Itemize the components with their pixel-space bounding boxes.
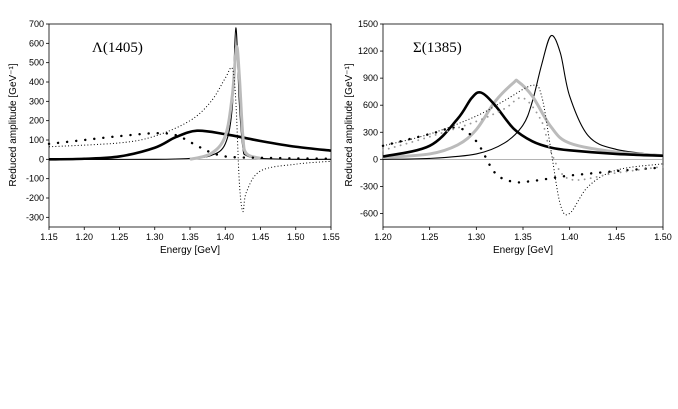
series-thin-solid (382, 34, 664, 160)
y-tick-label: 500 (29, 58, 44, 68)
y-ticks: 1500 1200 900 600 300 0 -300 -600 (358, 19, 383, 218)
series-grey-dots (382, 96, 664, 181)
y-tick-label: 1200 (358, 46, 378, 56)
sigma-1385-panel: Σ(1385) Energy [GeV] Reduced amplitude [… (344, 19, 672, 256)
y-tick-label: 700 (29, 19, 44, 29)
series-coarse-dots (47, 131, 333, 160)
panel-title: Λ(1405) (92, 40, 143, 56)
y-tick-label: 300 (29, 96, 44, 106)
y-tick-label: 900 (363, 73, 378, 83)
x-tick-label: 1.40 (561, 232, 579, 242)
x-tick-label: 1.35 (514, 232, 532, 242)
y-tick-label: 200 (29, 116, 44, 126)
series-coarse-dots (381, 126, 665, 184)
x-tick-label: 1.50 (654, 232, 672, 242)
x-tick-label: 1.20 (75, 232, 93, 242)
y-tick-label: -100 (26, 174, 44, 184)
series-fine-dots (48, 67, 332, 213)
series-thick-solid (48, 129, 332, 161)
series-grey-solid (382, 78, 664, 160)
x-tick-label: 1.25 (111, 232, 129, 242)
y-tick-label: 0 (39, 154, 44, 164)
x-tick-label: 1.35 (181, 232, 199, 242)
x-ticks: 1.15 1.20 1.25 1.30 1.35 1.40 1.45 1.50 1.55 (40, 227, 340, 242)
y-tick-label: 400 (29, 77, 44, 87)
y-tick-label: 600 (29, 38, 44, 48)
x-tick-label: 1.30 (468, 232, 486, 242)
y-tick-label: 0 (373, 154, 378, 164)
y-tick-label: -200 (26, 193, 44, 203)
y-axis-label: Reduced amplitude [GeV⁻¹] (8, 63, 19, 186)
y-tick-label: -300 (26, 212, 44, 222)
x-tick-label: 1.25 (421, 232, 439, 242)
y-tick-label: -600 (360, 208, 378, 218)
x-tick-label: 1.45 (252, 232, 270, 242)
y-tick-label: -300 (360, 181, 378, 191)
y-tick-label: 300 (363, 127, 378, 137)
x-tick-label: 1.50 (287, 232, 305, 242)
y-tick-label: 1500 (358, 19, 378, 29)
x-ticks: 1.20 1.25 1.30 1.35 1.40 1.45 1.50 (374, 227, 672, 242)
panel-title: Σ(1385) (413, 40, 462, 56)
series-group (381, 34, 665, 216)
series-grey-solid (189, 45, 261, 161)
y-tick-label: 600 (363, 100, 378, 110)
series-group (47, 27, 333, 213)
x-tick-label: 1.15 (40, 232, 58, 242)
series-thick-solid (382, 90, 664, 158)
x-axis-label: Energy [GeV] (160, 245, 220, 256)
lambda-1405-panel: Λ(1405) Energy [GeV] Reduced amplitude [… (8, 19, 340, 256)
x-tick-label: 1.55 (322, 232, 340, 242)
x-axis-label: Energy [GeV] (493, 245, 553, 256)
y-tick-label: 100 (29, 135, 44, 145)
x-tick-label: 1.30 (146, 232, 164, 242)
y-axis-label: Reduced amplitude [GeV⁻¹] (344, 63, 355, 186)
y-ticks: 700 600 500 400 300 200 100 0 -100 -200 -300 (26, 19, 49, 222)
x-tick-label: 1.20 (374, 232, 392, 242)
x-tick-label: 1.45 (608, 232, 626, 242)
x-tick-label: 1.40 (216, 232, 234, 242)
